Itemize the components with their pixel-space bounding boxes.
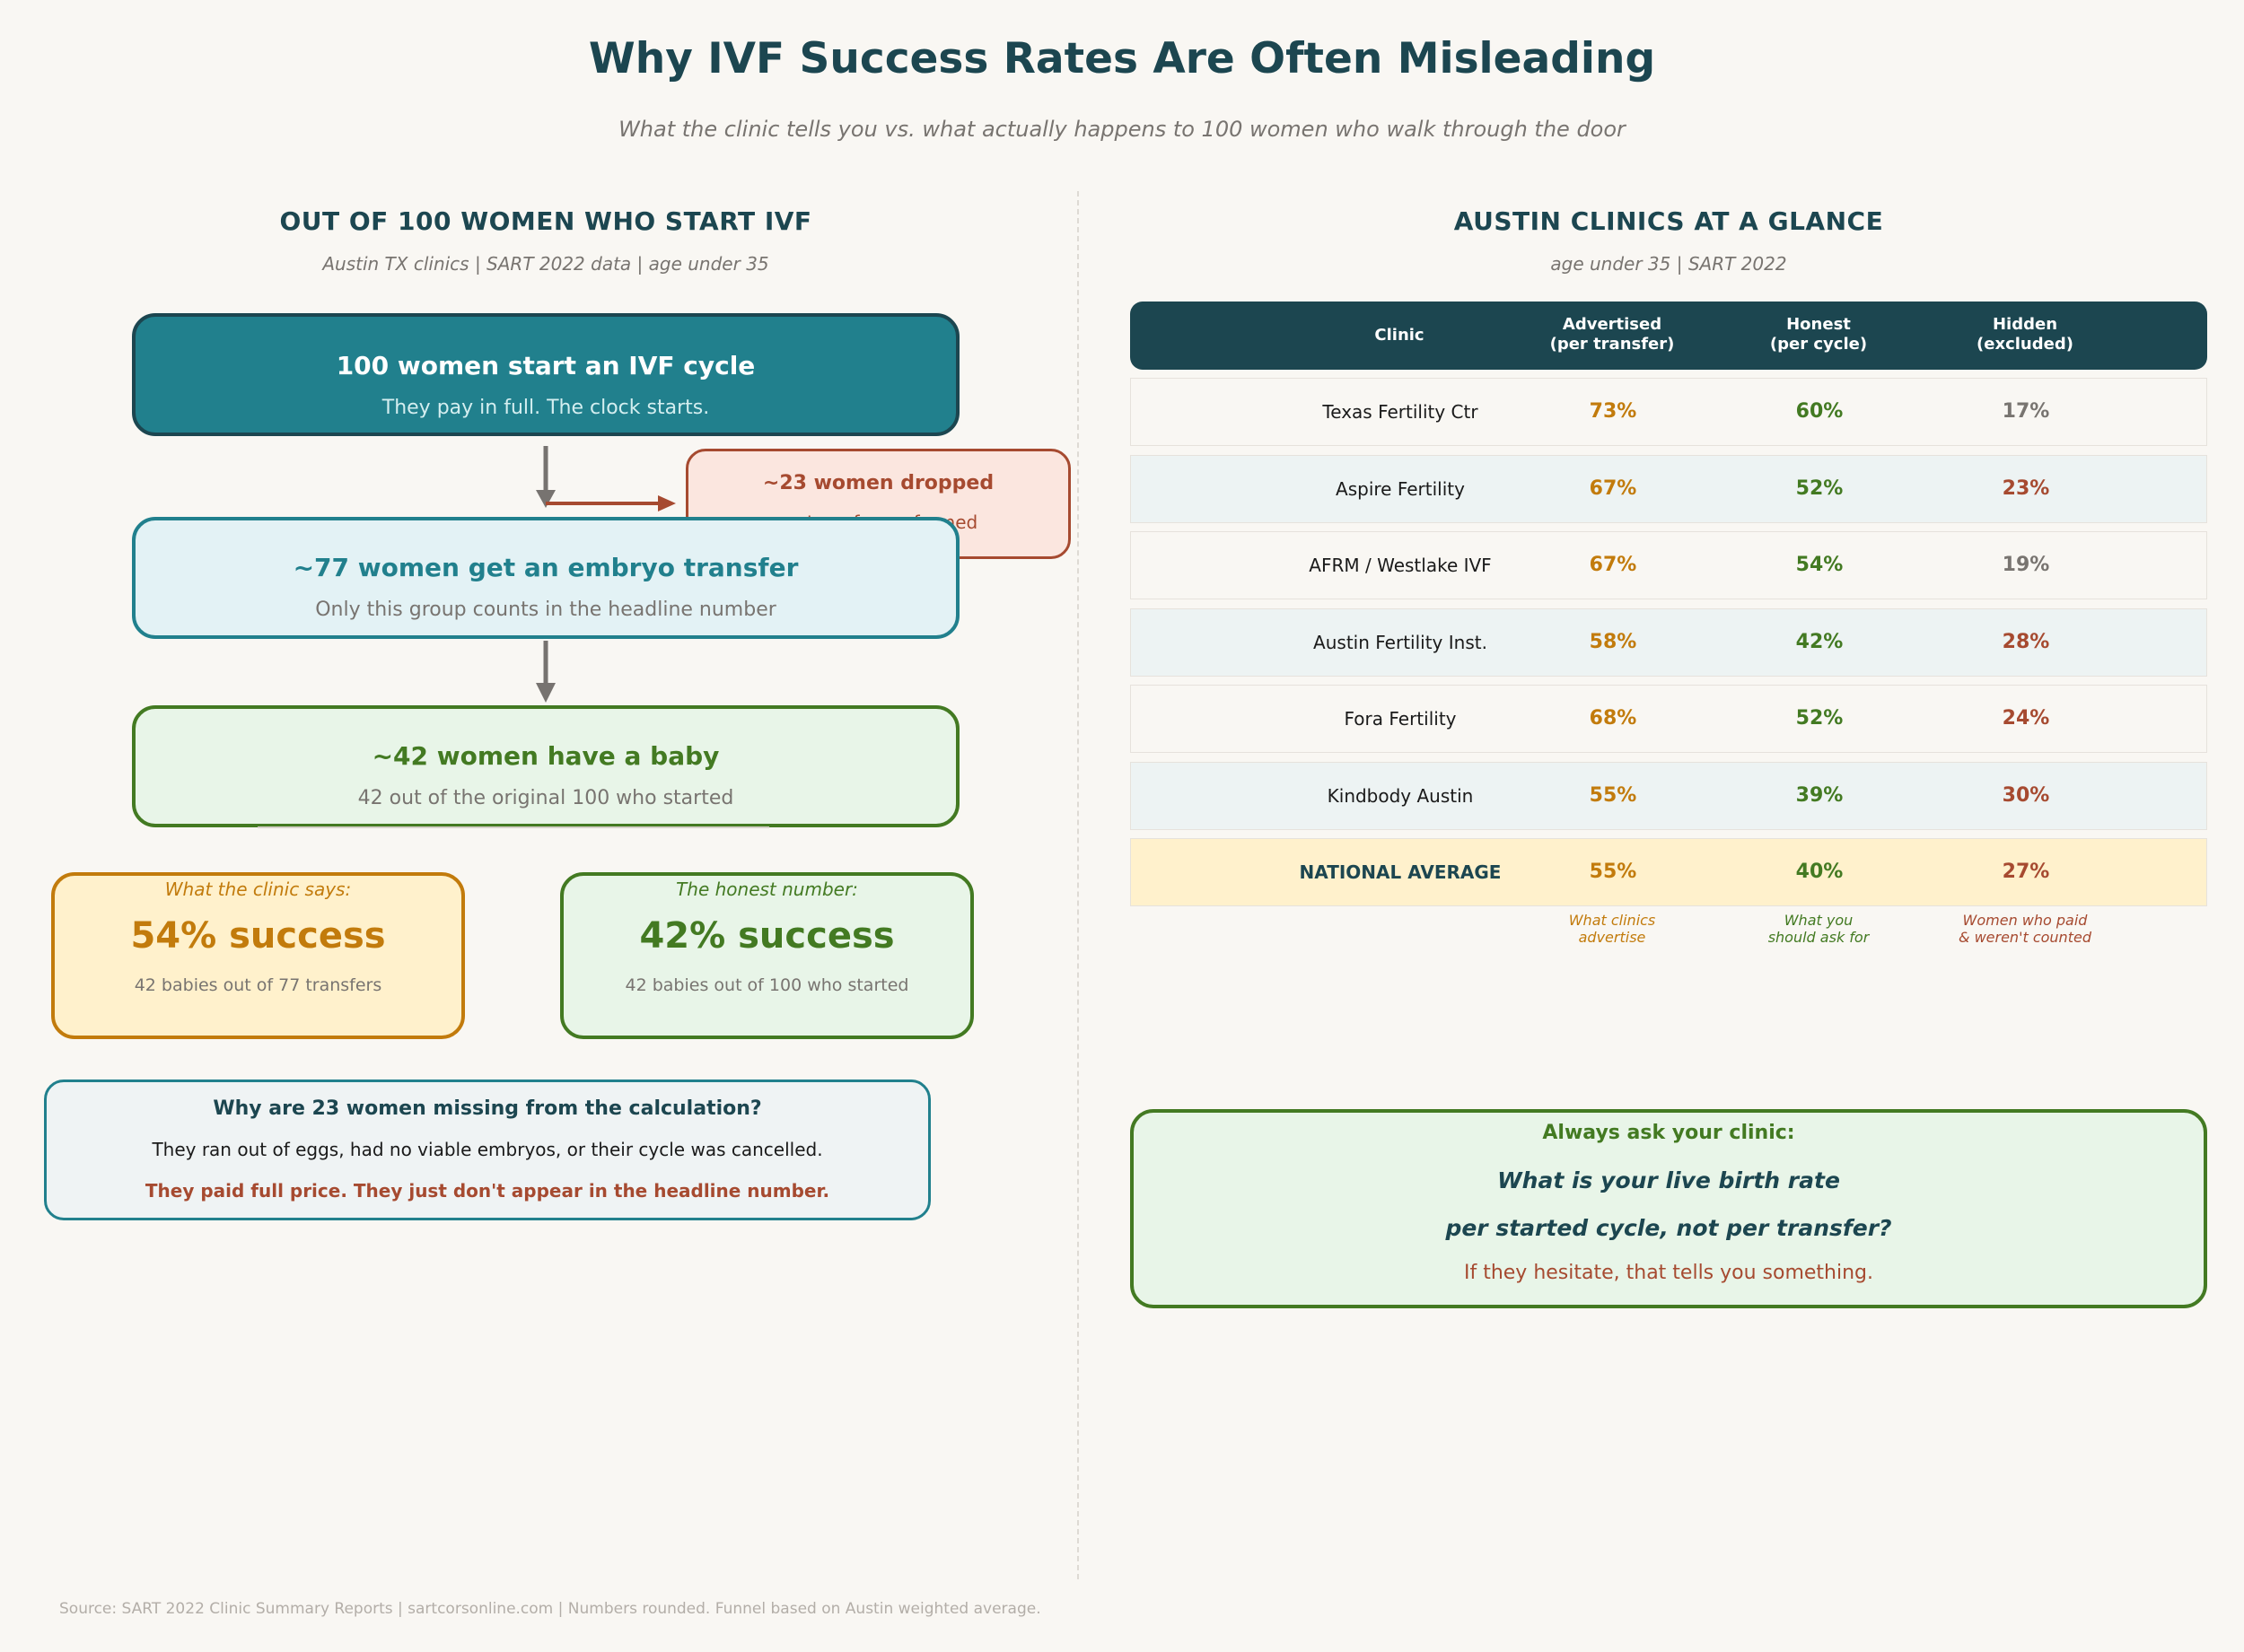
advertised-note: What clinics advertise	[1568, 912, 1656, 946]
hidden-rate: 17%	[2002, 400, 2050, 423]
ask-question-line1: What is your live birth rate	[1497, 1167, 1840, 1193]
advertised-rate: 58%	[1589, 631, 1637, 653]
column-divider	[1077, 191, 1079, 1579]
baby-title: ~42 women have a baby	[372, 741, 720, 771]
ask-question-line2: per started cycle, not per transfer?	[1445, 1215, 1892, 1241]
start-cycle-box: 100 women start an IVF cycle They pay in…	[132, 313, 960, 436]
honest-label: The honest number:	[676, 878, 858, 900]
honest-rate: 52%	[1795, 707, 1844, 730]
clinic-says-box: What the clinic says: 54% success 42 bab…	[51, 872, 465, 1039]
source-footer: Source: SART 2022 Clinic Summary Reports…	[59, 1600, 1041, 1618]
transfer-sub: Only this group counts in the headline n…	[315, 599, 776, 621]
arrow-down-icon	[536, 446, 556, 508]
honest-note: What you should ask for	[1767, 912, 1870, 946]
transfer-box: ~77 women get an embryo transfer Only th…	[132, 517, 960, 639]
divider-line	[258, 826, 769, 828]
table-heading: AUSTIN CLINICS AT A GLANCE	[1453, 206, 1884, 236]
clinic-says-label: What the clinic says:	[164, 878, 352, 900]
hidden-rate: 30%	[2002, 784, 2050, 807]
honest-value: 42% success	[639, 915, 895, 957]
honest-rate: 39%	[1795, 784, 1844, 807]
funnel-arrows	[536, 446, 676, 703]
arrow-down-icon	[536, 641, 556, 703]
advertised-rate: 67%	[1589, 554, 1637, 576]
honest-rate: 42%	[1795, 631, 1844, 653]
table-header: Clinic Advertised (per transfer) Honest (p…	[1130, 302, 2207, 370]
funnel-heading: OUT OF 100 WOMEN WHO START IVF	[279, 206, 812, 236]
honest-rate: 60%	[1795, 400, 1844, 423]
ask-warning: If they hesitate, that tells you somethi…	[1463, 1262, 1874, 1284]
transfer-title: ~77 women get an embryo transfer	[293, 553, 799, 582]
baby-box: ~42 women have a baby 42 out of the orig…	[132, 705, 960, 827]
baby-sub: 42 out of the original 100 who started	[357, 787, 734, 809]
clinic-name: Kindbody Austin	[1327, 785, 1474, 807]
col-header-advertised: Advertised (per transfer)	[1549, 315, 1675, 354]
col-header-clinic: Clinic	[1374, 326, 1424, 345]
clinic-name: Austin Fertility Inst.	[1313, 632, 1487, 653]
advertised-rate: 68%	[1589, 707, 1637, 730]
honest-sub: 42 babies out of 100 who started	[625, 975, 909, 995]
funnel-subheading: Austin TX clinics | SART 2022 data | age…	[322, 253, 769, 275]
page-title: Why IVF Success Rates Are Often Misleadi…	[588, 34, 1656, 83]
table-subheading: age under 35 | SART 2022	[1550, 253, 1787, 275]
start-cycle-sub: They pay in full. The clock starts.	[381, 397, 710, 419]
clinic-name: Aspire Fertility	[1336, 478, 1465, 500]
clinic-name: AFRM / Westlake IVF	[1309, 555, 1492, 576]
advertised-rate: 67%	[1589, 477, 1637, 500]
advertised-rate: 55%	[1589, 784, 1637, 807]
dropped-title: ~23 women dropped	[762, 472, 995, 494]
ask-label: Always ask your clinic:	[1542, 1122, 1795, 1144]
ask-clinic-box: Always ask your clinic: What is your liv…	[1130, 1109, 2207, 1308]
clinic-says-sub: 42 babies out of 77 transfers	[134, 975, 382, 995]
start-cycle-title: 100 women start an IVF cycle	[336, 351, 756, 380]
clinic-name: Texas Fertility Ctr	[1322, 401, 1478, 423]
table-row: Aspire Fertility 67% 52% 23%	[1130, 455, 2207, 523]
hidden-rate: 28%	[2002, 631, 2050, 653]
table-row-national-average: NATIONAL AVERAGE 55% 40% 27%	[1130, 838, 2207, 906]
missing-emphasis: They paid full price. They just don't ap…	[145, 1180, 830, 1202]
hidden-note: Women who paid & weren't counted	[1959, 912, 2091, 946]
missing-reason: They ran out of eggs, had no viable embr…	[152, 1139, 823, 1160]
table-row: Kindbody Austin 55% 39% 30%	[1130, 762, 2207, 830]
arrow-right-icon	[546, 495, 676, 511]
honest-number-box: The honest number: 42% success 42 babies…	[560, 872, 974, 1039]
table-row: Austin Fertility Inst. 58% 42% 28%	[1130, 608, 2207, 677]
honest-rate: 54%	[1795, 554, 1844, 576]
clinic-says-value: 54% success	[130, 915, 386, 957]
honest-rate: 40%	[1795, 861, 1844, 883]
missing-women-box: Why are 23 women missing from the calcul…	[44, 1079, 931, 1220]
advertised-rate: 73%	[1589, 400, 1637, 423]
col-header-honest: Honest (per cycle)	[1769, 315, 1868, 354]
advertised-rate: 55%	[1589, 861, 1637, 883]
clinic-name: NATIONAL AVERAGE	[1299, 861, 1502, 883]
table-row: AFRM / Westlake IVF 67% 54% 19%	[1130, 531, 2207, 599]
page-subtitle: What the clinic tells you vs. what actua…	[618, 117, 1626, 142]
table-row: Texas Fertility Ctr 73% 60% 17%	[1130, 378, 2207, 446]
hidden-rate: 23%	[2002, 477, 2050, 500]
hidden-rate: 19%	[2002, 554, 2050, 576]
hidden-rate: 27%	[2002, 861, 2050, 883]
honest-rate: 52%	[1795, 477, 1844, 500]
missing-question: Why are 23 women missing from the calcul…	[213, 1097, 762, 1120]
col-header-hidden: Hidden (excluded)	[1977, 315, 2073, 354]
table-row: Fora Fertility 68% 52% 24%	[1130, 685, 2207, 753]
clinic-name: Fora Fertility	[1344, 708, 1457, 730]
hidden-rate: 24%	[2002, 707, 2050, 730]
